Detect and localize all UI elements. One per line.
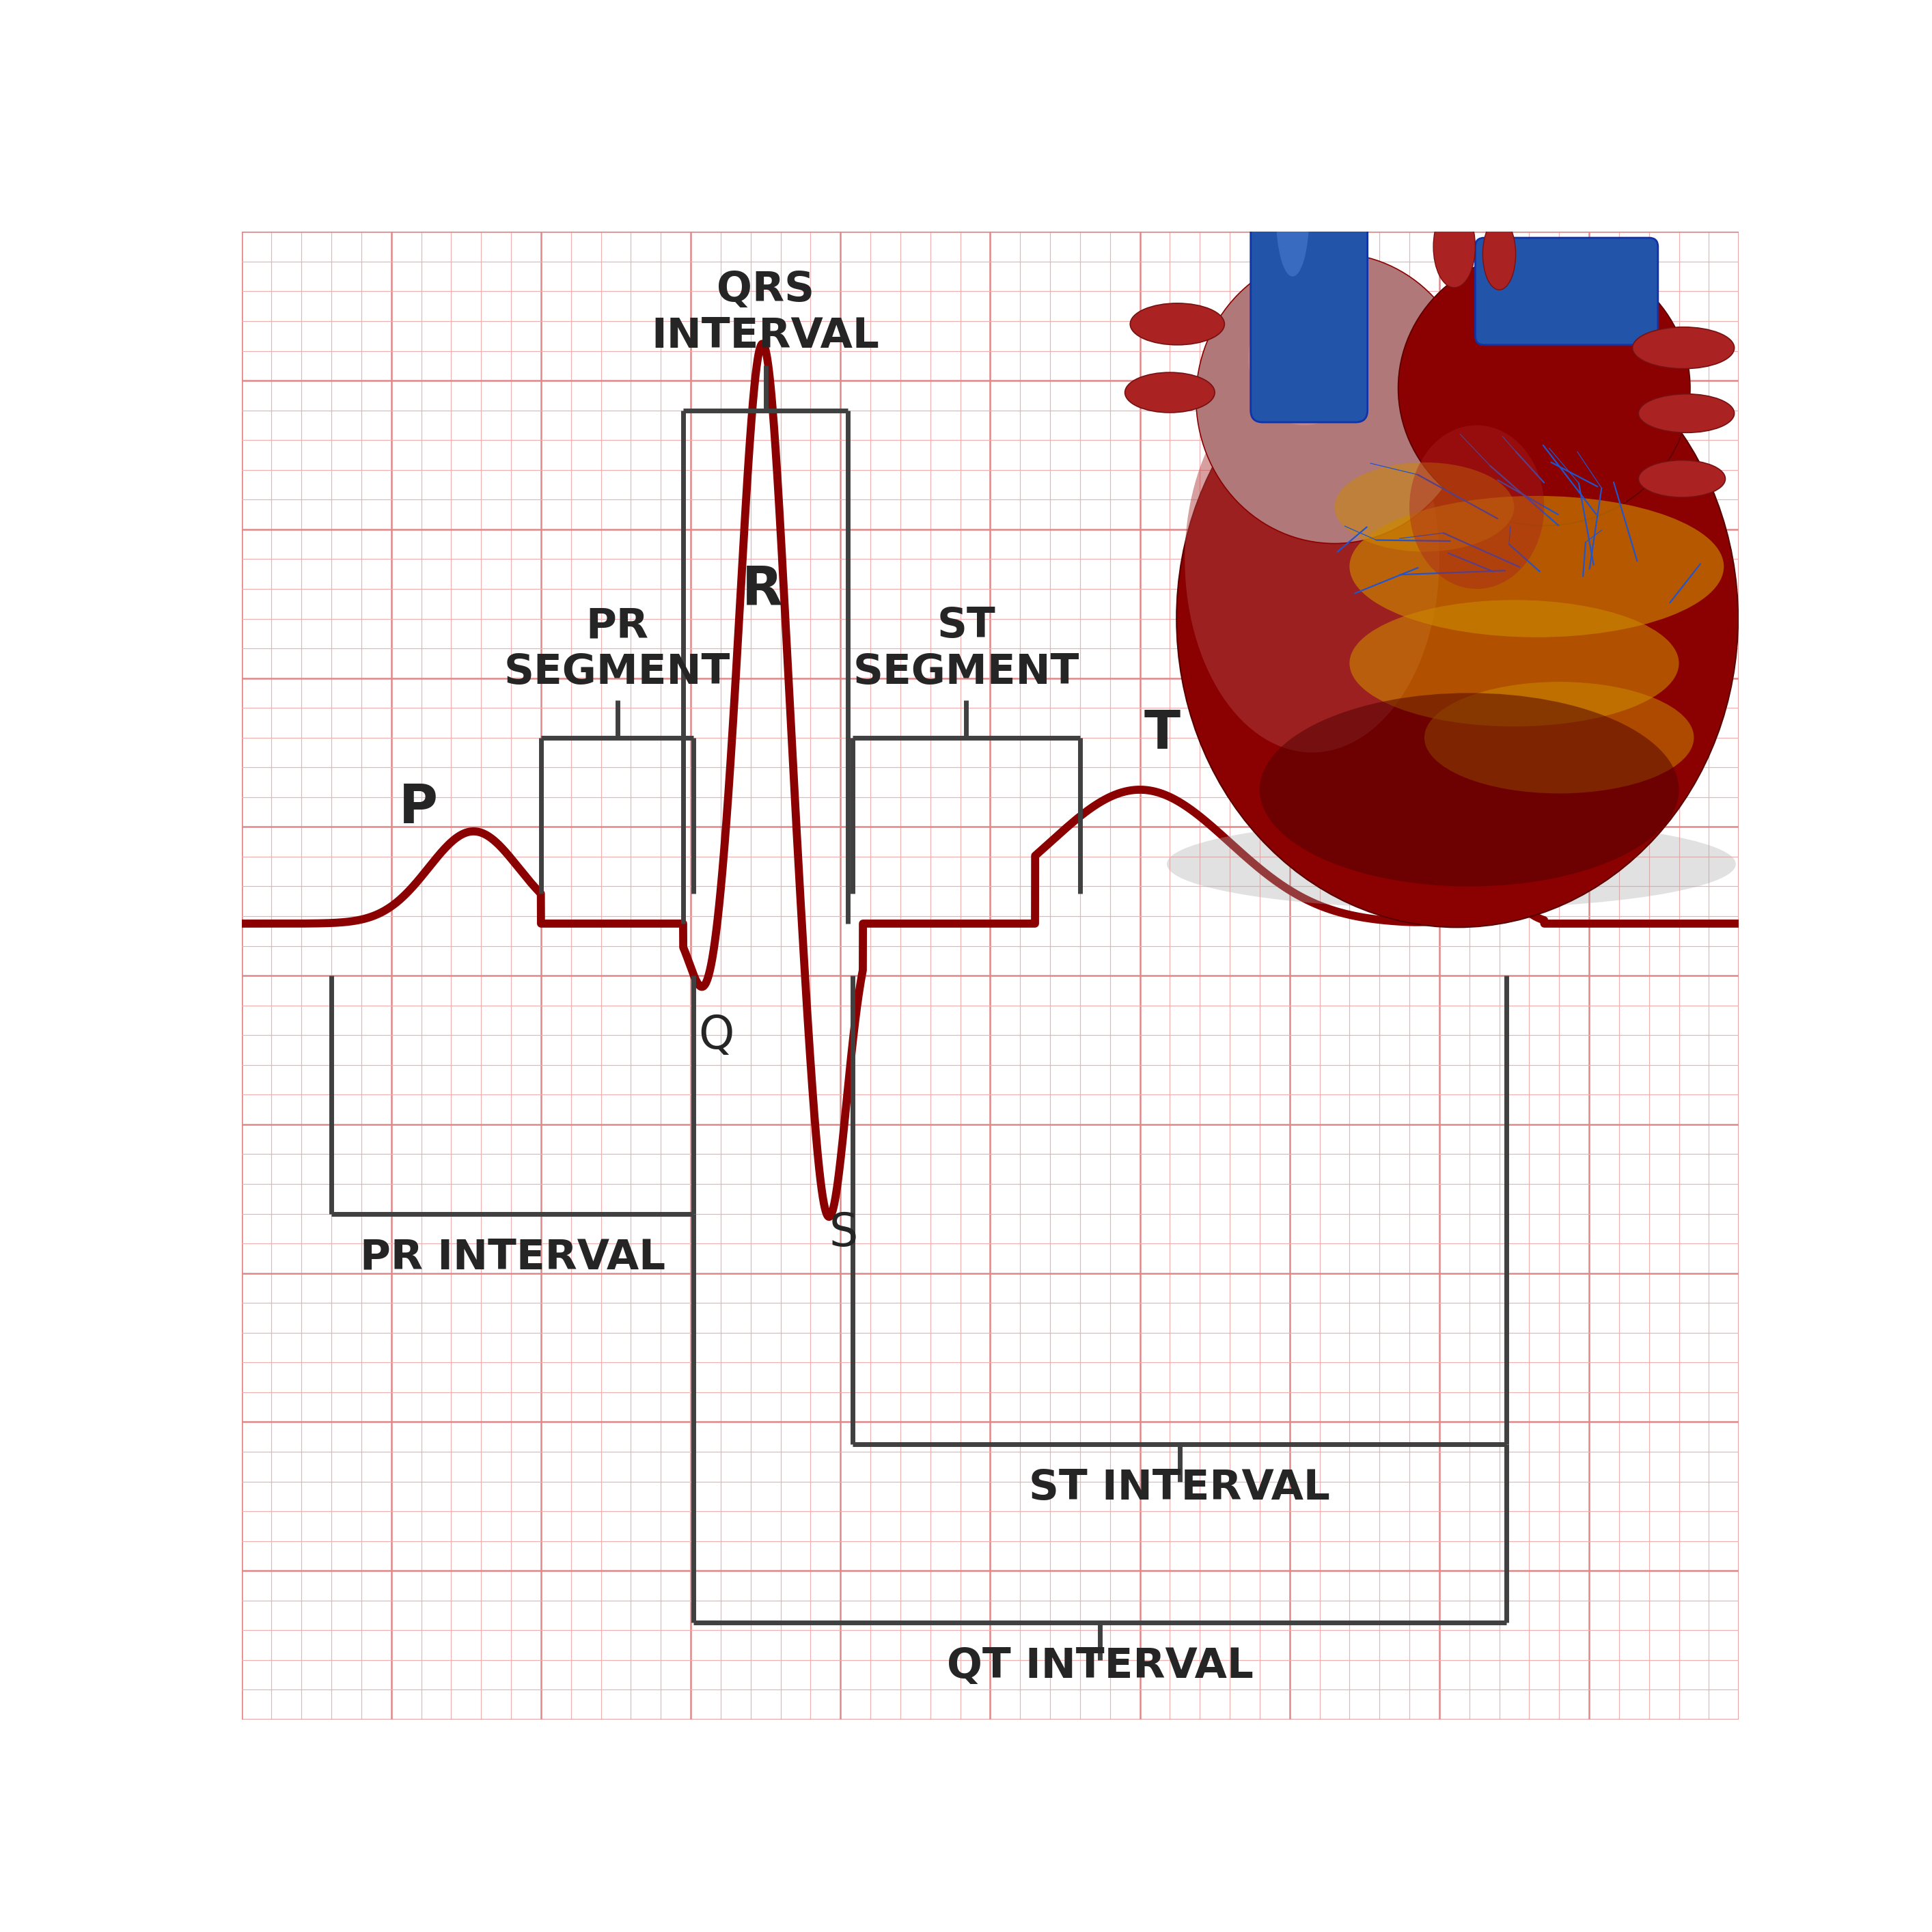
Ellipse shape: [1424, 682, 1694, 794]
Ellipse shape: [1167, 819, 1735, 908]
Text: ST
SEGMENT: ST SEGMENT: [854, 607, 1080, 694]
Text: ST INTERVAL: ST INTERVAL: [1030, 1468, 1329, 1509]
FancyBboxPatch shape: [1476, 238, 1658, 346]
Ellipse shape: [1482, 218, 1517, 290]
Ellipse shape: [1130, 303, 1225, 346]
Ellipse shape: [1277, 156, 1310, 276]
Text: PR INTERVAL: PR INTERVAL: [359, 1238, 665, 1277]
Ellipse shape: [1124, 373, 1215, 413]
Ellipse shape: [1335, 462, 1515, 553]
Text: QRS
INTERVAL: QRS INTERVAL: [651, 270, 879, 357]
Ellipse shape: [1248, 292, 1360, 425]
Ellipse shape: [1434, 207, 1476, 288]
Text: P: P: [398, 782, 439, 835]
Ellipse shape: [1399, 251, 1691, 526]
Text: T: T: [1144, 707, 1180, 759]
Ellipse shape: [1638, 460, 1725, 497]
Text: QT INTERVAL: QT INTERVAL: [947, 1646, 1254, 1687]
Text: U: U: [1497, 782, 1540, 835]
FancyBboxPatch shape: [1250, 48, 1368, 423]
Ellipse shape: [1638, 394, 1735, 433]
Ellipse shape: [1408, 425, 1544, 589]
Ellipse shape: [1260, 694, 1679, 887]
Ellipse shape: [1196, 253, 1472, 543]
Ellipse shape: [1350, 601, 1679, 726]
Ellipse shape: [1350, 497, 1723, 638]
Text: Q: Q: [697, 1012, 734, 1059]
Ellipse shape: [1177, 309, 1739, 927]
Text: S: S: [829, 1211, 858, 1256]
Ellipse shape: [1633, 327, 1735, 369]
Text: R: R: [742, 564, 782, 616]
Ellipse shape: [1184, 365, 1439, 752]
Text: PR
SEGMENT: PR SEGMENT: [504, 607, 730, 694]
